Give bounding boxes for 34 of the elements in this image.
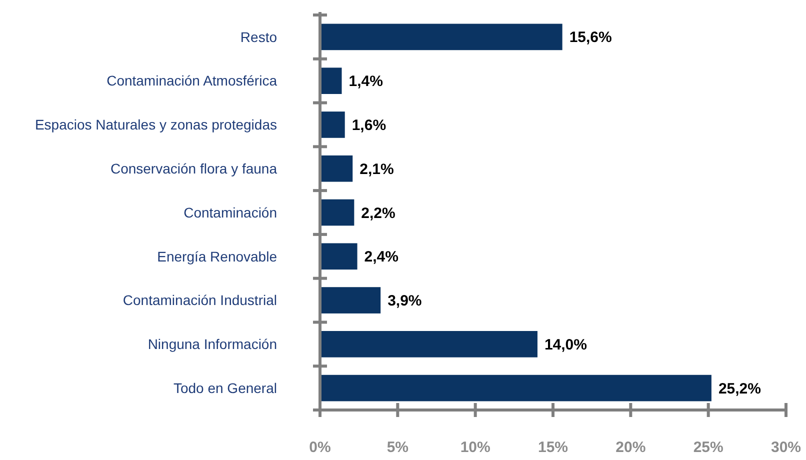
y-tick-label: Contaminación Atmosférica [106,72,278,89]
bar [320,199,354,226]
y-tick-label: Conservación flora y fauna [110,160,278,177]
data-label: 2,4% [364,248,398,266]
data-label: 25,2% [718,380,761,398]
bar [320,374,712,402]
data-label: 2,2% [361,204,396,222]
y-tick-label: Todo en General [173,380,277,396]
data-label: 3,9% [388,292,422,310]
y-tick-label: Ninguna Información [148,336,277,352]
y-tick-label: Resto [240,28,278,45]
data-label: 14,0% [544,336,588,354]
bar [320,24,562,50]
x-tick-label: 25% [693,439,724,456]
y-tick-label: Espacios Naturales y zonas protegidas [34,116,277,133]
bar [320,155,353,182]
x-tick-label: 10% [460,439,490,456]
bar [320,112,345,138]
bar [320,243,358,270]
data-label: 1,4% [348,73,383,90]
y-tick-label: Contaminación [184,204,277,220]
data-label: 15,6% [569,29,612,46]
x-tick-label: 20% [616,439,646,456]
data-label: 2,1% [360,160,394,178]
x-tick-label: 15% [538,439,568,456]
bar [320,331,538,358]
y-tick-label: Contaminación Industrial [122,292,277,308]
y-tick-label: Energía Renovable [157,248,278,264]
x-tick-label: 30% [770,439,802,456]
bar [320,287,381,314]
x-tick-label: 0% [309,439,331,456]
bar [320,68,342,94]
x-tick-label: 5% [386,439,409,456]
data-label: 1,6% [352,116,386,134]
